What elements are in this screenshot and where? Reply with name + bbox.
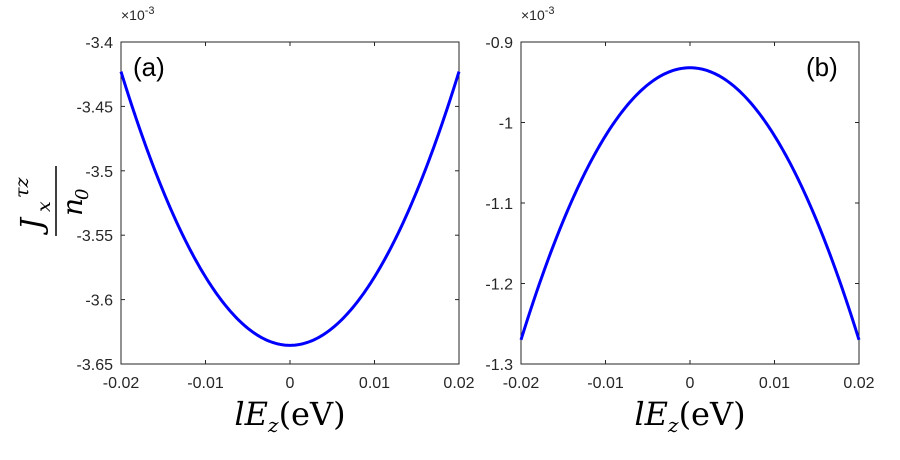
- panel-a-y-tick-label: -3.65: [77, 357, 114, 374]
- panel-a-x-tick-label: 0.02: [443, 375, 474, 392]
- panel-b: -1.3 -1.2 -1.1 -1 -0.9 -0.02 -0.01 0 0.01 0.02 (…: [485, 5, 874, 437]
- panel-a: -3.65 -3.6 -3.55 -3.5 -3.45 -3.4 -0.02 -0.01 0 0…: [11, 5, 475, 437]
- y-label-n-sub: 0: [72, 189, 93, 200]
- panel-b-x-tick-label: 0: [686, 375, 695, 392]
- panel-a-x-tick-labels: -0.02 -0.01 0 0.01 0.02: [103, 375, 475, 392]
- panel-a-y-tick-label: -3.4: [85, 35, 113, 52]
- panel-b-ticks: [520, 41, 860, 365]
- panel-a-x-tick-label: -0.02: [103, 375, 140, 392]
- y-label-tau-sup: τz: [11, 176, 33, 198]
- panel-b-x-tick-label: 0.02: [843, 375, 874, 392]
- y-label-x-sub: x: [33, 201, 55, 212]
- panel-b-y-tick-label: -1.3: [485, 357, 513, 374]
- panel-a-x-tick-label: -0.01: [187, 375, 224, 392]
- panel-a-x-tick-label: 0: [286, 375, 295, 392]
- panel-a-y-tick-labels: -3.65 -3.6 -3.55 -3.5 -3.45 -3.4: [77, 35, 114, 374]
- panel-b-x-tick-label: -0.01: [587, 375, 624, 392]
- panel-a-x-axis-label: lEz(eV): [234, 395, 345, 437]
- panel-b-exponent: ×10-3: [521, 5, 555, 23]
- y-label-J: J: [15, 216, 50, 236]
- panel-b-y-tick-label: -1.2: [485, 277, 513, 294]
- panel-b-x-tick-label: 0.01: [759, 375, 790, 392]
- y-label-n: n: [56, 198, 89, 216]
- panel-a-axes-box: [120, 41, 460, 365]
- panel-b-x-tick-label: -0.02: [503, 375, 540, 392]
- panel-a-series-line: [119, 71, 461, 347]
- panel-a-y-tick-label: -3.5: [85, 164, 113, 181]
- y-axis-label: J x τz n 0: [11, 166, 93, 236]
- panel-b-y-tick-label: -0.9: [485, 35, 513, 52]
- panel-a-exponent: ×10-3: [121, 5, 155, 23]
- panel-a-ticks: [120, 41, 460, 365]
- panel-a-x-tick-label: 0.01: [359, 375, 390, 392]
- panel-a-y-tick-label: -3.6: [85, 293, 113, 310]
- panel-b-x-tick-labels: -0.02 -0.01 0 0.01 0.02: [503, 375, 875, 392]
- panel-a-y-tick-label: -3.55: [77, 228, 114, 245]
- panel-a-label: (a): [133, 52, 165, 82]
- panel-b-y-tick-label: -1: [499, 116, 513, 133]
- panel-a-y-tick-label: -3.45: [77, 99, 114, 116]
- panel-b-y-tick-labels: -1.3 -1.2 -1.1 -1 -0.9: [485, 35, 513, 374]
- panel-b-x-axis-label: lEz(eV): [634, 395, 745, 437]
- panel-b-y-tick-label: -1.1: [485, 196, 513, 213]
- panel-b-label: (b): [806, 52, 838, 82]
- panel-b-series-line: [519, 66, 861, 341]
